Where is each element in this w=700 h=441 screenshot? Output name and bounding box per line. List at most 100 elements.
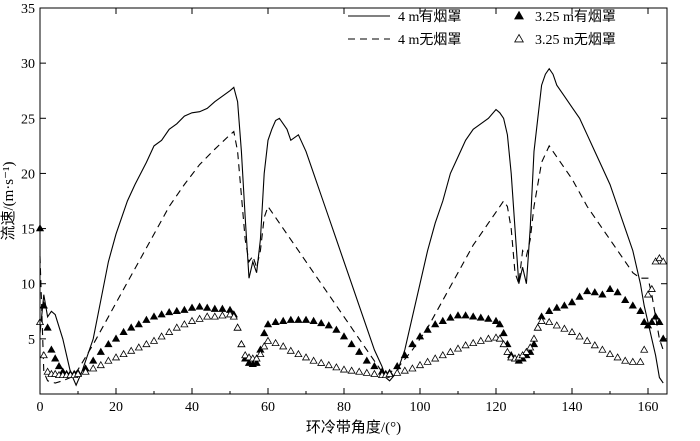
data-point [286, 315, 295, 323]
data-point [263, 336, 273, 344]
data-point [142, 315, 151, 323]
data-point [533, 323, 542, 331]
data-point [499, 339, 508, 348]
data-point [545, 306, 554, 315]
data-point [203, 312, 212, 320]
data-point [385, 369, 394, 377]
data-point [495, 334, 504, 342]
data-point [636, 306, 645, 315]
data-point [149, 336, 159, 344]
data-point [332, 363, 341, 371]
x-tick-label: 120 [486, 400, 507, 415]
data-point [469, 312, 478, 320]
data-point [598, 290, 607, 298]
data-point [640, 345, 649, 353]
data-point [187, 316, 197, 324]
data-point [461, 341, 470, 349]
data-point [605, 284, 615, 292]
legend: 4 m有烟罩 4 m无烟罩 3.25 m有烟罩 3.25 m无烟罩 [348, 9, 616, 48]
data-point [400, 366, 409, 374]
data-point [408, 364, 417, 372]
legend-marker-swatch [514, 33, 524, 43]
data-point [317, 358, 326, 366]
data-point [134, 320, 143, 328]
x-axis-ticks: 0 20 40 60 80 100 120 140 160 [37, 8, 659, 415]
data-point [309, 316, 318, 324]
data-point [590, 288, 599, 296]
legend-entry: 4 m无烟罩 [348, 32, 461, 48]
data-point [438, 316, 447, 324]
data-point [347, 366, 356, 374]
data-point [567, 298, 577, 306]
data-point [187, 303, 197, 311]
data-point [149, 312, 159, 320]
x-tick-label: 160 [638, 400, 659, 415]
legend-entry: 4 m有烟罩 [348, 9, 461, 25]
data-point [195, 302, 204, 310]
data-point [552, 303, 561, 311]
y-tick-label: 5 [28, 333, 35, 348]
data-point [43, 367, 52, 375]
data-point [408, 339, 417, 348]
data-point [157, 332, 166, 340]
series-markers-3 [35, 253, 668, 378]
data-point [659, 257, 668, 265]
data-point [598, 345, 607, 353]
data-point [172, 323, 181, 331]
data-point [309, 356, 318, 364]
data-point [659, 334, 668, 342]
data-point [583, 336, 592, 344]
data-point [104, 339, 113, 348]
data-point [165, 307, 174, 316]
data-point [431, 354, 440, 362]
data-point [233, 323, 242, 331]
data-point [476, 336, 485, 344]
data-point [575, 292, 584, 300]
data-point [362, 356, 371, 364]
data-point [529, 339, 539, 348]
data-point [260, 328, 269, 337]
data-point [461, 311, 470, 319]
data-point [636, 357, 645, 365]
data-point [195, 314, 204, 322]
data-point [423, 325, 432, 333]
series-line-0 [39, 67, 664, 387]
data-point [370, 369, 379, 377]
data-point [370, 362, 379, 370]
x-tick-label: 140 [562, 400, 583, 415]
data-point [332, 325, 341, 333]
data-point [263, 320, 273, 328]
data-point [560, 324, 569, 332]
x-tick-label: 60 [261, 400, 275, 415]
data-point [180, 320, 189, 328]
data-point [81, 367, 90, 375]
data-point [567, 327, 577, 335]
y-tick-label: 15 [21, 223, 35, 238]
data-point [537, 316, 546, 324]
data-point [347, 339, 356, 348]
data-point [628, 301, 637, 309]
data-point [279, 316, 288, 324]
data-point [491, 316, 501, 324]
data-point [355, 367, 364, 375]
data-point [180, 305, 189, 313]
plot-lines [39, 67, 664, 387]
data-point [54, 362, 64, 370]
data-point [476, 313, 485, 321]
data-point [655, 317, 664, 326]
data-point [453, 344, 463, 352]
data-point [89, 356, 98, 364]
data-point [89, 364, 98, 372]
data-point [210, 304, 219, 312]
y-tick-label: 30 [21, 57, 35, 72]
data-point [172, 306, 181, 315]
legend-label: 3.25 m有烟罩 [535, 9, 616, 25]
data-point [252, 354, 261, 362]
legend-marker-swatch [514, 10, 524, 20]
data-point [647, 317, 656, 326]
data-point [522, 347, 531, 355]
y-axis-title: 流速/(m·s⁻¹) [0, 161, 17, 240]
x-tick-label: 20 [109, 400, 123, 415]
data-point [271, 317, 280, 326]
